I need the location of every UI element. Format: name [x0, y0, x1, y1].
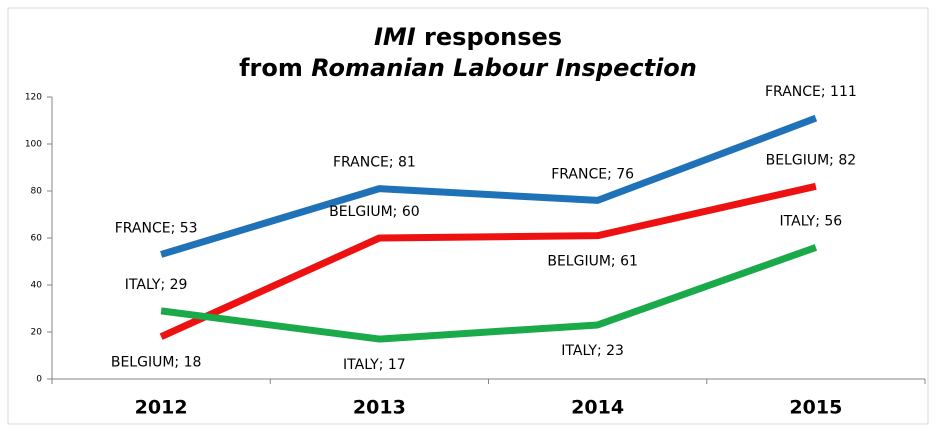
data-label: FRANCE; 81	[333, 155, 416, 171]
data-label: FRANCE; 76	[551, 166, 634, 182]
x-tick-label: 2012	[135, 397, 188, 419]
title-run: IMI	[374, 23, 416, 51]
x-tick-label: 2015	[789, 397, 842, 419]
x-tick-label: 2013	[353, 397, 406, 419]
data-label: BELGIUM; 18	[111, 355, 202, 371]
data-label: BELGIUM; 61	[547, 254, 638, 270]
data-label: BELGIUM; 60	[329, 204, 420, 220]
title-run: from	[239, 54, 311, 82]
data-label: ITALY; 56	[780, 213, 843, 229]
data-label: ITALY; 23	[561, 343, 624, 359]
series-line	[160, 244, 818, 343]
y-tick-label: 40	[31, 281, 43, 291]
y-tick-label: 20	[31, 328, 43, 338]
y-tick-label: 0	[36, 375, 42, 385]
series-line	[160, 114, 818, 258]
title-run: responses	[416, 23, 562, 51]
y-tick-label: 80	[31, 187, 43, 197]
y-tick-label: 100	[25, 140, 42, 150]
data-label: FRANCE; 53	[115, 220, 198, 236]
y-tick-label: 60	[31, 234, 43, 244]
x-tick-label: 2014	[571, 397, 624, 419]
data-label: BELGIUM; 82	[766, 152, 857, 168]
title-run: Romanian Labour Inspection	[311, 54, 697, 82]
data-label: ITALY; 29	[125, 277, 188, 293]
data-label: FRANCE; 111	[765, 84, 857, 100]
series-line	[159, 182, 817, 340]
chart-title: from Romanian Labour Inspection	[239, 54, 697, 82]
data-label: ITALY; 17	[343, 357, 406, 373]
chart-frame	[7, 7, 929, 425]
y-tick-label: 120	[25, 93, 42, 103]
chart-title: IMI responses	[374, 23, 562, 51]
